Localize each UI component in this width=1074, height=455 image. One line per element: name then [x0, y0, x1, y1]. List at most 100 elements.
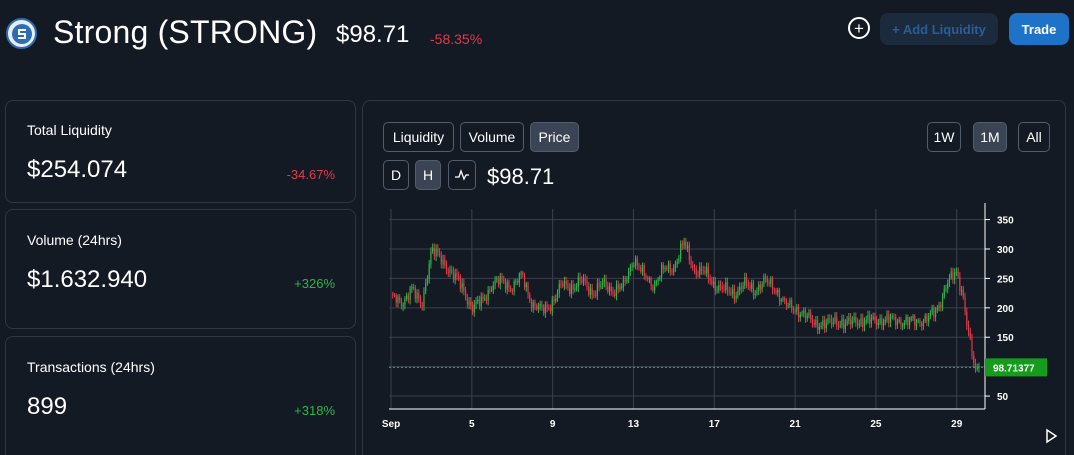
candle-body — [614, 293, 616, 297]
range-1m-button[interactable]: 1M — [973, 122, 1007, 152]
candle-body — [497, 279, 500, 285]
candle-body — [461, 283, 463, 289]
candle-body — [579, 277, 581, 281]
line-chart-icon[interactable] — [448, 160, 476, 190]
candle-body — [496, 279, 498, 281]
candle-body — [430, 251, 432, 265]
candle-body — [900, 319, 902, 326]
candle-body — [747, 283, 749, 286]
candle-body — [792, 308, 794, 311]
candle-body — [848, 317, 850, 321]
price-chart[interactable]: Sep 5 9 13 17 21 25 29 50 150 200 250 300 350 98.71377 — [363, 101, 1065, 455]
add-liquidity-button[interactable]: + Add Liquidity — [880, 13, 998, 45]
candle-body — [674, 263, 677, 268]
candle-body — [407, 295, 409, 300]
candle-body — [553, 299, 555, 302]
candle-body — [589, 288, 592, 295]
candle-body — [896, 321, 899, 325]
candle-body — [549, 307, 552, 312]
candle-body — [647, 277, 649, 279]
candle-body — [974, 363, 977, 370]
candle-body — [560, 283, 562, 285]
candle-body — [667, 263, 670, 269]
candle-body — [808, 312, 810, 316]
candle-body — [957, 271, 959, 277]
candle-body — [666, 268, 668, 270]
price-chart-panel: Liquidity Volume Price 1W 1M All D H $98… — [362, 100, 1066, 455]
candle-body — [898, 319, 900, 322]
candle-body — [671, 271, 673, 273]
chart-current-price: $98.71 — [487, 164, 555, 189]
tab-liquidity[interactable]: Liquidity — [383, 122, 454, 152]
candle-body — [891, 316, 893, 318]
candle-body — [688, 245, 690, 260]
candle-body — [475, 301, 477, 305]
candle-body — [411, 287, 413, 289]
candle-body — [584, 278, 586, 281]
interval-day-button[interactable]: D — [383, 160, 409, 190]
candle-body — [714, 281, 716, 291]
y-tick-label: 350 — [997, 216, 1014, 227]
candle-body — [563, 281, 566, 287]
stat-label: Total Liquidity — [27, 122, 112, 138]
candle-body — [881, 318, 883, 326]
candle-body — [773, 289, 775, 291]
candle-body — [716, 290, 718, 292]
candle-body — [938, 305, 940, 309]
candle-body — [726, 282, 729, 291]
candle-body — [832, 322, 834, 324]
candle-body — [863, 321, 866, 327]
candle-body — [933, 307, 935, 317]
stat-value: $254.074 — [27, 156, 128, 183]
interval-hour-button[interactable]: H — [415, 160, 441, 190]
candle-body — [669, 263, 671, 272]
candle-body — [870, 318, 873, 324]
candle-body — [759, 284, 762, 290]
x-tick-label: 29 — [951, 419, 963, 430]
candle-body — [581, 280, 583, 283]
candle-body — [825, 322, 827, 329]
candle-body — [586, 280, 588, 287]
candle-body — [418, 292, 420, 299]
y-tick-label: 150 — [997, 333, 1014, 344]
trade-button[interactable]: Trade — [1009, 13, 1069, 45]
candle-body — [517, 280, 519, 283]
candle-body — [527, 283, 529, 295]
candle-body — [931, 307, 933, 313]
candle-body — [435, 248, 437, 257]
token-price: $98.71 — [336, 21, 410, 48]
candle-body — [810, 312, 812, 319]
candle-body — [928, 315, 930, 322]
candle-body — [978, 367, 980, 369]
candle-body — [869, 315, 871, 324]
candle-body — [636, 258, 638, 266]
range-1w-button[interactable]: 1W — [927, 122, 961, 152]
candle-body — [893, 316, 895, 318]
candle-body — [392, 293, 394, 295]
candle-body — [522, 272, 524, 275]
candle-body — [959, 276, 961, 292]
candle-body — [412, 287, 415, 289]
candle-body — [494, 279, 496, 285]
tab-price[interactable]: Price — [530, 122, 579, 152]
x-tick-label: 13 — [628, 419, 640, 430]
candle-body — [621, 286, 623, 288]
candle-body — [489, 289, 491, 291]
candle-body — [575, 287, 578, 289]
candle-body — [723, 288, 725, 291]
candle-body — [954, 272, 956, 280]
candle-body — [756, 290, 758, 294]
candle-body — [622, 279, 625, 287]
candle-body — [438, 252, 441, 256]
play-icon[interactable] — [1043, 428, 1059, 444]
tab-volume[interactable]: Volume — [460, 122, 524, 152]
candle-body — [907, 316, 909, 325]
candle-body — [454, 273, 456, 280]
plus-circle-icon[interactable]: + — [848, 17, 870, 39]
range-all-button[interactable]: All — [1018, 122, 1050, 152]
candle-body — [858, 324, 860, 326]
candle-body — [768, 282, 770, 285]
candle-body — [922, 321, 925, 327]
candle-body — [692, 265, 694, 269]
candle-body — [478, 300, 481, 307]
